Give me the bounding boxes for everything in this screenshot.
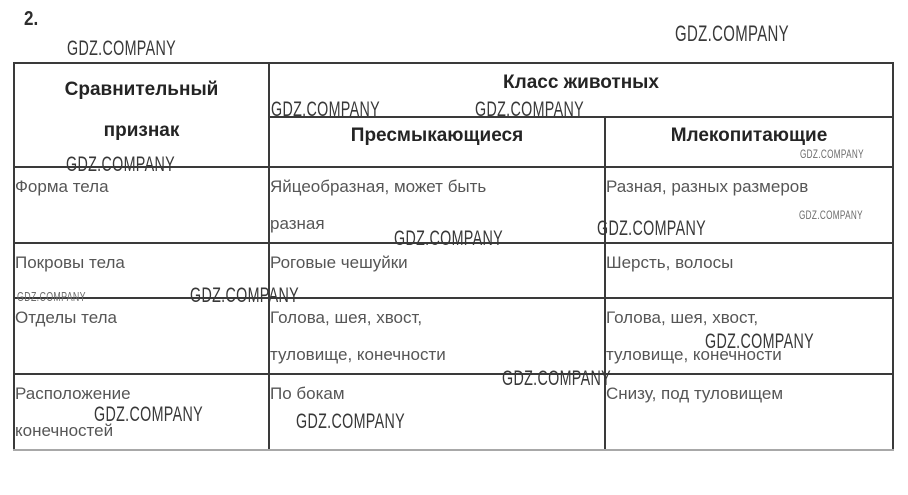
- table-row: Покровы тела Роговые чешуйки Шерсть, вол…: [13, 242, 894, 299]
- cell-mammals: Шерсть, волосы: [604, 242, 894, 299]
- header-row-1: Сравнительный признак Класс животных: [13, 62, 894, 168]
- cell-reptiles: Яйцеобразная, может быть разная: [268, 166, 606, 244]
- header-mammals-label: Млекопитающие: [670, 125, 828, 146]
- header-reptiles-label: Пресмыкающиеся: [350, 125, 524, 146]
- cell-reptiles: Голова, шея, хвост, туловище, конечности: [268, 297, 606, 375]
- table-row: Форма тела Яйцеобразная, может быть разн…: [13, 166, 894, 244]
- cell-mammals: Разная, разных размеров: [604, 166, 894, 244]
- cell-mammals: Голова, шея, хвост, туловище, конечности: [604, 297, 894, 375]
- header-reptiles-cell: Пресмыкающиеся: [268, 116, 606, 168]
- cell-feature: Отделы тела: [13, 297, 270, 375]
- cell-feature: Форма тела: [13, 166, 270, 244]
- header-mammals-cell: Млекопитающие: [604, 116, 894, 168]
- comparison-table: Сравнительный признак Класс животных Пре…: [13, 62, 894, 451]
- header-row-2: Пресмыкающиеся Млекопитающие: [14, 116, 894, 168]
- table-row: Отделы тела Голова, шея, хвост, туловище…: [13, 297, 894, 375]
- header-feature-label: Сравнительный признак: [64, 79, 219, 141]
- cell-feature: Покровы тела: [13, 242, 270, 299]
- header-feature-cell: Сравнительный признак: [13, 62, 270, 168]
- watermark: GDZ.COMPANY: [67, 37, 177, 60]
- cell-mammals: Снизу, под туловищем: [604, 373, 894, 451]
- header-class-label: Класс животных: [503, 72, 659, 93]
- exercise-number: 2.: [24, 8, 39, 30]
- cell-reptiles: По бокам: [268, 373, 606, 451]
- cell-reptiles: Роговые чешуйки: [268, 242, 606, 299]
- cell-feature: Расположение конечностей: [13, 373, 270, 451]
- table-row: Расположение конечностей По бокам Снизу,…: [13, 373, 894, 451]
- header-class-cell: Класс животных: [268, 62, 894, 118]
- watermark: GDZ.COMPANY: [675, 21, 790, 46]
